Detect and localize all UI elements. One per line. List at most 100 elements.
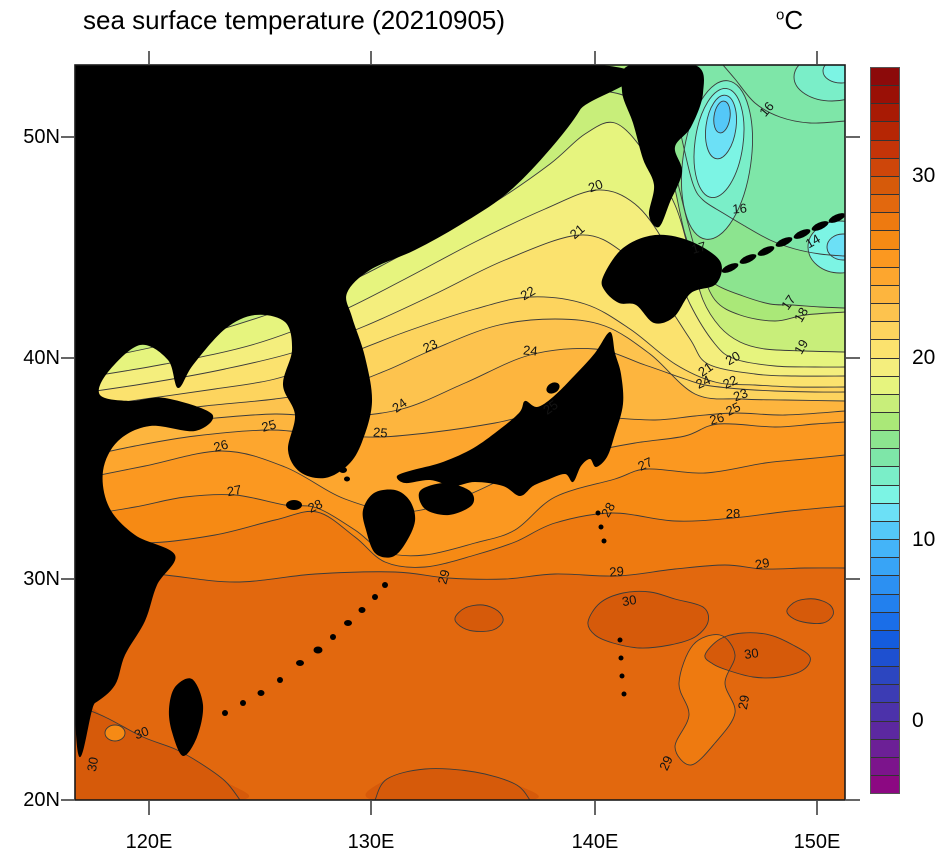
contour-line-20 <box>75 189 845 380</box>
units-letter: C <box>784 5 804 35</box>
colorbar-segment-14 <box>871 321 899 340</box>
sst-warm-pocket <box>105 725 125 741</box>
colorbar-units-label: oC <box>776 5 803 36</box>
contour-label-19: 19 <box>791 337 811 357</box>
colorbar-segment-15 <box>871 339 899 358</box>
colorbar-segment-38 <box>871 756 899 776</box>
sst-warm-core-region <box>365 768 539 800</box>
contour-label-25: 25 <box>723 399 742 419</box>
landmass-small-island <box>621 691 627 697</box>
contour-label-30: 30 <box>84 756 101 773</box>
landmass-kuril-island <box>775 237 793 247</box>
lon-tick-label-120E: 120E <box>125 831 173 853</box>
contour-line-22 <box>75 296 845 410</box>
landmass-small-island <box>344 476 350 482</box>
contour-label-24: 24 <box>523 342 539 358</box>
contour-label-20: 20 <box>723 348 743 368</box>
landmass-kyushu <box>362 489 416 558</box>
landmass-small-island <box>617 637 623 643</box>
colorbar-segment-2 <box>871 103 899 122</box>
colorbar-segment-26 <box>871 539 899 558</box>
landmass-hokkaido <box>601 234 722 324</box>
degree-symbol: o <box>776 6 785 24</box>
colorbar-segment-20 <box>871 430 899 449</box>
landmass-kuril-island <box>739 254 757 264</box>
contour-line-warm-core <box>587 590 709 649</box>
landmass-sakhalin <box>621 65 704 228</box>
landmass-shikoku <box>418 483 475 516</box>
sst-cold-core-region <box>808 221 845 273</box>
landmass-small-island <box>277 677 283 683</box>
landmass-kuril-island <box>811 221 829 231</box>
colorbar-segment-25 <box>871 520 899 540</box>
lon-tick-label-140E: 140E <box>571 831 619 853</box>
landmass-small-island <box>358 607 366 613</box>
colorbar-segment-10 <box>871 248 899 267</box>
colorbar-segment-24 <box>871 502 899 521</box>
contour-line-28 <box>75 505 845 568</box>
landmass-small-island <box>595 510 601 516</box>
contour-label-29: 29 <box>609 563 625 579</box>
colorbar-segment-23 <box>871 484 899 503</box>
colorbar-tick-label-0: 0 <box>912 709 924 733</box>
colorbar-segment-36 <box>871 720 899 739</box>
landmass-small-island <box>240 700 246 706</box>
colorbar-tick-label-10: 10 <box>912 527 936 551</box>
colorbar-segment-19 <box>871 411 899 431</box>
contour-line-warm-core <box>75 704 241 800</box>
colorbar-segment-39 <box>871 775 899 794</box>
landmass-small-island <box>339 467 347 473</box>
contour-label-28: 28 <box>598 500 618 520</box>
landmass-honshu <box>396 332 624 496</box>
landmass-small-island <box>296 660 304 666</box>
landmass-small-island <box>344 620 352 626</box>
colorbar <box>870 67 900 794</box>
lat-tick-label-30N: 30N <box>23 568 60 590</box>
contour-line-21 <box>75 234 845 395</box>
contour-line-warm-core <box>374 768 531 800</box>
colorbar-segment-11 <box>871 266 899 285</box>
contour-label-29: 29 <box>754 555 771 572</box>
colorbar-segment-37 <box>871 738 899 757</box>
contour-label-30: 30 <box>132 723 151 742</box>
contour-label-22: 22 <box>518 283 538 303</box>
contour-line-cold-core <box>705 94 737 160</box>
colorbar-tick-label-20: 20 <box>912 345 936 369</box>
lat-tick-label-20N: 20N <box>23 789 60 811</box>
contour-label-17: 17 <box>690 239 708 257</box>
colorbar-segment-4 <box>871 139 899 158</box>
colorbar-segment-29 <box>871 593 899 612</box>
contour-line-warm-core <box>454 604 504 632</box>
lat-tick-label-40N: 40N <box>23 347 60 369</box>
contour-line-warm-core <box>704 632 811 679</box>
landmass-small-island <box>222 710 228 716</box>
contour-line-pocket <box>674 634 736 766</box>
contour-label-16: 16 <box>732 200 748 216</box>
sst-cold-core-region <box>827 234 845 260</box>
contour-line-23 <box>75 318 845 425</box>
contour-line-warm-core <box>786 598 834 624</box>
colorbar-segment-1 <box>871 85 899 104</box>
colorbar-segment-22 <box>871 466 899 485</box>
landmass-mainland-asia <box>75 65 635 758</box>
contour-label-14: 14 <box>803 231 823 251</box>
contour-label-29: 29 <box>435 568 453 586</box>
landmass-small-island <box>382 582 388 588</box>
colorbar-segment-8 <box>871 212 899 231</box>
landmass-small-island <box>330 634 336 640</box>
contour-line-25 <box>75 410 845 460</box>
axis-ticks <box>61 51 860 815</box>
contour-label-17: 17 <box>778 292 799 312</box>
contour-label-25: 25 <box>260 417 278 435</box>
chart-title: sea surface temperature (20210905) <box>83 5 506 35</box>
colorbar-segment-31 <box>871 629 899 648</box>
landmass-small-island <box>618 655 624 661</box>
sst-cold-core-region <box>713 101 731 133</box>
contour-line-cold-core <box>693 87 745 199</box>
contour-line-cold-core <box>681 80 753 240</box>
contour-label-28: 28 <box>726 506 740 521</box>
colorbar-segment-12 <box>871 284 899 304</box>
colorbar-segment-28 <box>871 575 899 594</box>
contour-line-29 <box>75 564 845 583</box>
